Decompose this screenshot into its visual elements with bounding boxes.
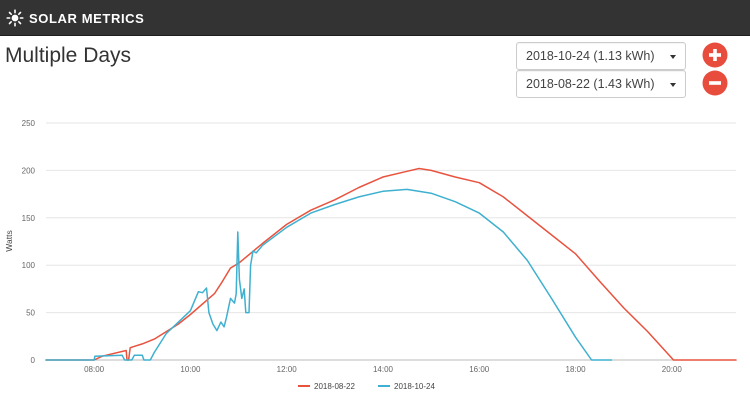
y-axis-ticks: 0 50 100 150 200 250 <box>22 119 36 365</box>
x-tick-label: 10:00 <box>180 365 201 374</box>
remove-day-button[interactable] <box>702 70 728 96</box>
day-select-1[interactable]: 2018-10-24 (1.13 kWh) <box>516 42 686 70</box>
plus-circle-icon <box>702 42 728 68</box>
brand[interactable]: SOLAR METRICS <box>6 8 144 28</box>
series-line-2018-08-22 <box>45 167 737 361</box>
y-tick-label: 250 <box>22 119 36 128</box>
chevron-down-icon <box>670 83 676 87</box>
x-tick-label: 16:00 <box>469 365 490 374</box>
chart-series <box>45 167 737 361</box>
series-line-2018-10-24 <box>45 188 613 361</box>
x-tick-label: 14:00 <box>373 365 394 374</box>
x-axis-ticks: 08:00 10:00 12:00 14:00 16:00 18:00 20:00 <box>84 365 682 374</box>
chart-grid <box>46 122 736 361</box>
legend-item-2018-08-22[interactable]: 2018-08-22 <box>298 382 355 391</box>
day-select-1-value: 2018-10-24 (1.13 kWh) <box>526 49 655 63</box>
x-tick-label: 08:00 <box>84 365 105 374</box>
page-title: Multiple Days <box>5 44 132 67</box>
top-navbar: SOLAR METRICS <box>0 0 750 36</box>
sun-icon <box>6 9 24 27</box>
day-select-2[interactable]: 2018-08-22 (1.43 kWh) <box>516 70 686 98</box>
x-tick-label: 20:00 <box>662 365 683 374</box>
chevron-down-icon <box>670 55 676 59</box>
y-tick-label: 100 <box>22 261 36 270</box>
add-day-button[interactable] <box>702 42 728 68</box>
x-tick-label: 18:00 <box>566 365 587 374</box>
minus-circle-icon <box>702 70 728 96</box>
y-tick-label: 150 <box>22 214 36 223</box>
day-select-2-value: 2018-08-22 (1.43 kWh) <box>526 77 655 91</box>
y-tick-label: 200 <box>22 166 36 175</box>
y-tick-label: 0 <box>31 356 36 365</box>
chart-legend: 2018-08-22 2018-10-24 <box>298 382 435 391</box>
y-tick-label: 50 <box>26 309 35 318</box>
legend-label: 2018-08-22 <box>314 382 355 391</box>
legend-item-2018-10-24[interactable]: 2018-10-24 <box>378 382 435 391</box>
legend-label: 2018-10-24 <box>394 382 435 391</box>
app-title: SOLAR METRICS <box>29 10 145 26</box>
y-axis-title: Watts <box>4 230 14 251</box>
x-tick-label: 12:00 <box>277 365 298 374</box>
watts-line-chart: 0 50 100 150 200 250 08:00 10:00 12:00 14:00 16:0… <box>4 119 737 391</box>
